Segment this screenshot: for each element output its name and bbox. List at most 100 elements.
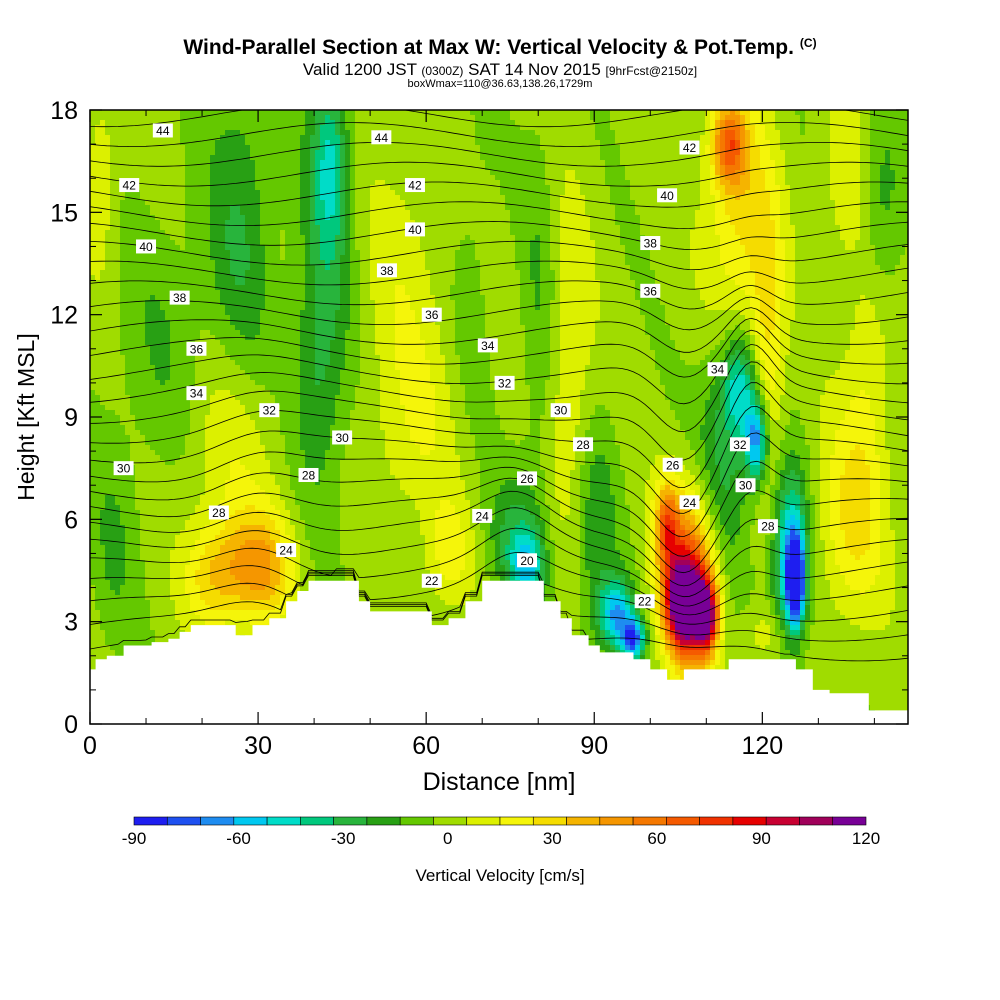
w-cell (205, 210, 211, 216)
w-cell (505, 230, 511, 236)
w-cell (445, 120, 451, 126)
w-cell (555, 140, 561, 146)
w-cell (265, 190, 271, 196)
w-cell (185, 180, 191, 186)
w-cell (265, 235, 271, 241)
w-cell (470, 250, 476, 256)
w-cell (495, 110, 501, 116)
w-cell (545, 130, 551, 136)
w-cell (615, 135, 621, 141)
w-cell (305, 165, 311, 171)
w-cell (855, 245, 861, 251)
w-cell (90, 250, 96, 256)
w-cell (195, 175, 201, 181)
w-cell (300, 180, 306, 186)
w-cell (270, 130, 276, 136)
w-cell (120, 155, 126, 161)
w-cell (705, 210, 711, 216)
w-cell (620, 255, 626, 261)
w-cell (680, 205, 686, 211)
w-cell (280, 130, 286, 136)
w-cell (830, 195, 836, 201)
w-cell (635, 215, 641, 221)
w-cell (375, 125, 381, 131)
w-cell (675, 250, 681, 256)
w-cell (790, 180, 796, 186)
w-cell (395, 160, 401, 166)
w-cell (630, 145, 636, 151)
w-cell (385, 190, 391, 196)
w-cell (590, 240, 596, 246)
w-cell (690, 195, 696, 201)
w-cell (95, 235, 101, 241)
w-cell (575, 140, 581, 146)
w-cell (330, 210, 336, 216)
w-cell (790, 195, 796, 201)
w-cell (710, 235, 716, 241)
w-cell (505, 165, 511, 171)
w-cell (105, 155, 111, 161)
w-cell (430, 120, 436, 126)
w-cell (685, 190, 691, 196)
w-cell (300, 190, 306, 196)
w-cell (285, 120, 291, 126)
w-cell (245, 135, 251, 141)
w-cell (510, 130, 516, 136)
w-cell (615, 175, 621, 181)
w-cell (810, 135, 816, 141)
w-cell (210, 260, 216, 266)
w-cell (300, 155, 306, 161)
w-cell (475, 115, 481, 121)
w-cell (475, 120, 481, 126)
w-cell (580, 145, 586, 151)
w-cell (865, 130, 871, 136)
w-cell (395, 195, 401, 201)
w-cell (320, 130, 326, 136)
w-cell (570, 130, 576, 136)
w-cell (355, 195, 361, 201)
w-cell (565, 110, 571, 116)
w-cell (565, 165, 571, 171)
w-cell (820, 120, 826, 126)
w-cell (620, 230, 626, 236)
w-cell (175, 180, 181, 186)
w-cell (675, 170, 681, 176)
w-cell (570, 115, 576, 121)
w-cell (210, 195, 216, 201)
w-cell (440, 135, 446, 141)
w-cell (525, 235, 531, 241)
w-cell (690, 255, 696, 261)
w-cell (665, 170, 671, 176)
w-cell (575, 150, 581, 156)
w-cell (250, 120, 256, 126)
w-cell (170, 160, 176, 166)
w-cell (610, 200, 616, 206)
w-cell (875, 185, 881, 191)
w-cell (690, 200, 696, 206)
w-cell (555, 245, 561, 251)
w-cell (110, 120, 116, 126)
w-cell (775, 250, 781, 256)
w-cell (500, 225, 506, 231)
w-cell (215, 195, 221, 201)
w-cell (150, 190, 156, 196)
w-cell (455, 240, 461, 246)
w-cell (390, 200, 396, 206)
w-cell (500, 190, 506, 196)
w-cell (265, 205, 271, 211)
w-cell (610, 255, 616, 261)
w-cell (270, 230, 276, 236)
w-cell (790, 245, 796, 251)
w-cell (765, 220, 771, 226)
w-cell (140, 190, 146, 196)
w-cell (215, 170, 221, 176)
w-cell (220, 155, 226, 161)
w-cell (395, 110, 401, 116)
w-cell (95, 180, 101, 186)
w-cell (140, 140, 146, 146)
w-cell (245, 165, 251, 171)
w-cell (280, 195, 286, 201)
w-cell (580, 185, 586, 191)
w-cell (125, 165, 131, 171)
w-cell (350, 240, 356, 246)
